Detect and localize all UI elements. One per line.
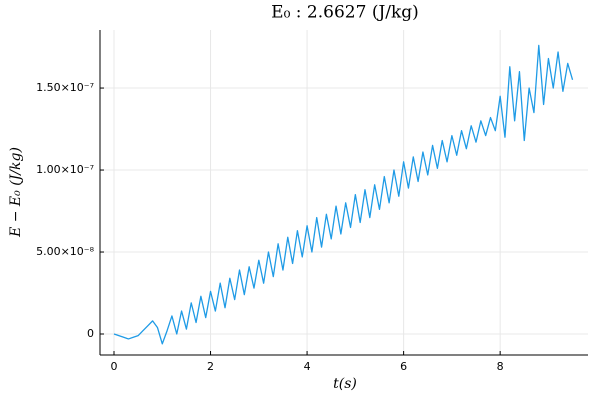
x-tick-label: 0 <box>110 360 117 373</box>
x-tick-label: 6 <box>400 360 407 373</box>
x-tick-label: 2 <box>207 360 214 373</box>
y-tick-label: 1.50×10⁻⁷ <box>36 81 94 94</box>
x-axis-label: t(s) <box>333 376 357 392</box>
x-tick-label: 8 <box>497 360 504 373</box>
data-line <box>113 44 574 345</box>
y-tick-label: 1.00×10⁻⁷ <box>36 163 94 176</box>
y-axis-label: E − E₀ (J/kg) <box>8 147 24 238</box>
y-tick-label: 0 <box>87 327 94 340</box>
chart-title: E₀ : 2.6627 (J/kg) <box>271 3 419 23</box>
x-tick-label: 4 <box>304 360 311 373</box>
y-tick-label: 5.00×10⁻⁸ <box>36 245 95 258</box>
